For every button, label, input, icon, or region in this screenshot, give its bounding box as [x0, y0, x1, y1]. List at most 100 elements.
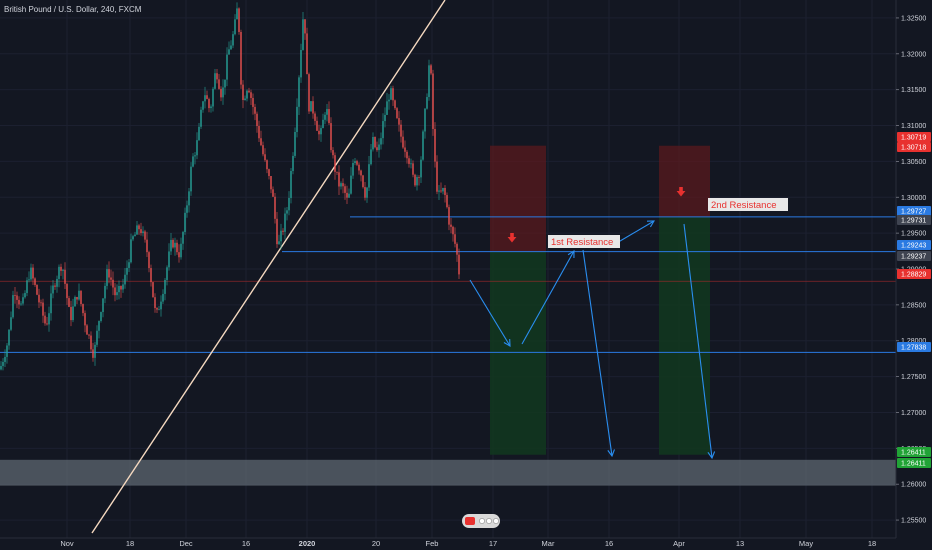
candle-body	[350, 175, 352, 194]
projection-arrow-5	[683, 223, 713, 459]
position-zones	[490, 145, 710, 455]
candle-body	[124, 274, 126, 285]
candle-body	[156, 308, 158, 310]
candle-body	[254, 106, 256, 114]
candle-body	[16, 295, 18, 300]
candle-body	[230, 45, 232, 50]
candle-body	[210, 106, 212, 109]
candle-body	[32, 267, 34, 279]
candle-body	[54, 285, 56, 287]
stop-zone-2	[659, 145, 710, 217]
candle-body	[224, 79, 226, 88]
candle-body	[258, 125, 260, 139]
candle-body	[352, 162, 354, 176]
candle-body	[328, 109, 330, 124]
candle-body	[252, 97, 254, 107]
candle-body	[82, 304, 84, 314]
candle-body	[114, 287, 116, 296]
candle-body	[304, 19, 306, 34]
candle-body	[244, 98, 246, 101]
candle-body	[162, 293, 164, 302]
candle-body	[394, 100, 396, 109]
candle-body	[188, 191, 190, 206]
candle-body	[152, 282, 154, 298]
logo-dot	[486, 518, 492, 524]
candle-body	[142, 231, 144, 233]
candle-body	[270, 176, 272, 190]
arrow-head	[707, 451, 716, 460]
x-tick-label: Nov	[60, 539, 74, 548]
candle-body	[6, 345, 8, 357]
candle-body	[318, 130, 320, 135]
candle-body	[356, 161, 358, 165]
candle-body	[180, 243, 182, 258]
candle-body	[382, 121, 384, 139]
candle-body	[12, 295, 14, 318]
candle-body	[80, 290, 82, 305]
price-badge-box	[897, 215, 931, 225]
candle-body	[186, 205, 188, 213]
resistance-label-box-1	[548, 235, 620, 248]
price-badge: 1.27838	[901, 345, 926, 352]
candle-body	[182, 232, 184, 244]
projection-arrow-1	[469, 279, 511, 347]
candle-body	[420, 159, 422, 178]
candle-body	[260, 138, 262, 146]
candle-body	[70, 306, 72, 321]
candle-body	[276, 218, 278, 245]
target-zone-1	[490, 251, 546, 455]
candle-body	[310, 101, 312, 112]
arrow-head	[646, 220, 655, 228]
candle-body	[332, 150, 334, 156]
candle-body	[146, 239, 148, 253]
candle-body	[36, 284, 38, 295]
candle-body	[222, 87, 224, 98]
x-tick-label: 2020	[299, 539, 316, 548]
candle-body	[274, 196, 276, 219]
candle-body	[292, 155, 294, 171]
candle-body	[8, 329, 10, 346]
candle-body	[118, 285, 120, 293]
sell-marker-1	[507, 233, 517, 243]
arrow-head	[503, 338, 511, 347]
time-axis[interactable]: Nov 18 Dec 16 2020 20 Feb 17 Mar 16 Apr 13 May 18	[0, 537, 896, 550]
ascending-trendline[interactable]	[91, 0, 446, 534]
candle-body	[170, 239, 172, 252]
candle-body	[64, 269, 66, 284]
price-badge-box	[897, 132, 931, 142]
candle-body	[212, 88, 214, 107]
trendline[interactable]	[91, 0, 446, 534]
candle-body	[136, 225, 138, 235]
candle-body	[430, 65, 432, 74]
candle-body	[14, 295, 16, 296]
tradingview-logo	[462, 514, 500, 528]
candle-body	[374, 136, 376, 148]
arrow-head	[607, 449, 615, 458]
candle-body	[76, 297, 78, 300]
candle-body	[448, 207, 450, 225]
candle-body	[18, 299, 20, 305]
candle-body	[410, 163, 412, 165]
y-tick-label: 1.32500	[901, 15, 926, 22]
candle-body	[316, 120, 318, 131]
time-axis-bg[interactable]	[0, 538, 896, 550]
price-badge-box	[897, 251, 931, 261]
candle-body	[62, 269, 64, 271]
candle-body	[286, 210, 288, 214]
candle-body	[108, 269, 110, 278]
candle-body	[402, 136, 404, 148]
candle-body	[72, 306, 74, 321]
horizontal-levels	[0, 216, 896, 353]
candle-body	[52, 285, 54, 294]
price-badge-box	[897, 269, 931, 279]
candle-body	[278, 241, 280, 245]
candle-body	[354, 161, 356, 163]
candle-body	[312, 101, 314, 114]
candle-body	[206, 95, 208, 99]
candle-body	[392, 88, 394, 101]
candle-body	[306, 33, 308, 75]
candle-body	[298, 77, 300, 107]
candle-body	[176, 242, 178, 253]
candle-body	[294, 132, 296, 156]
